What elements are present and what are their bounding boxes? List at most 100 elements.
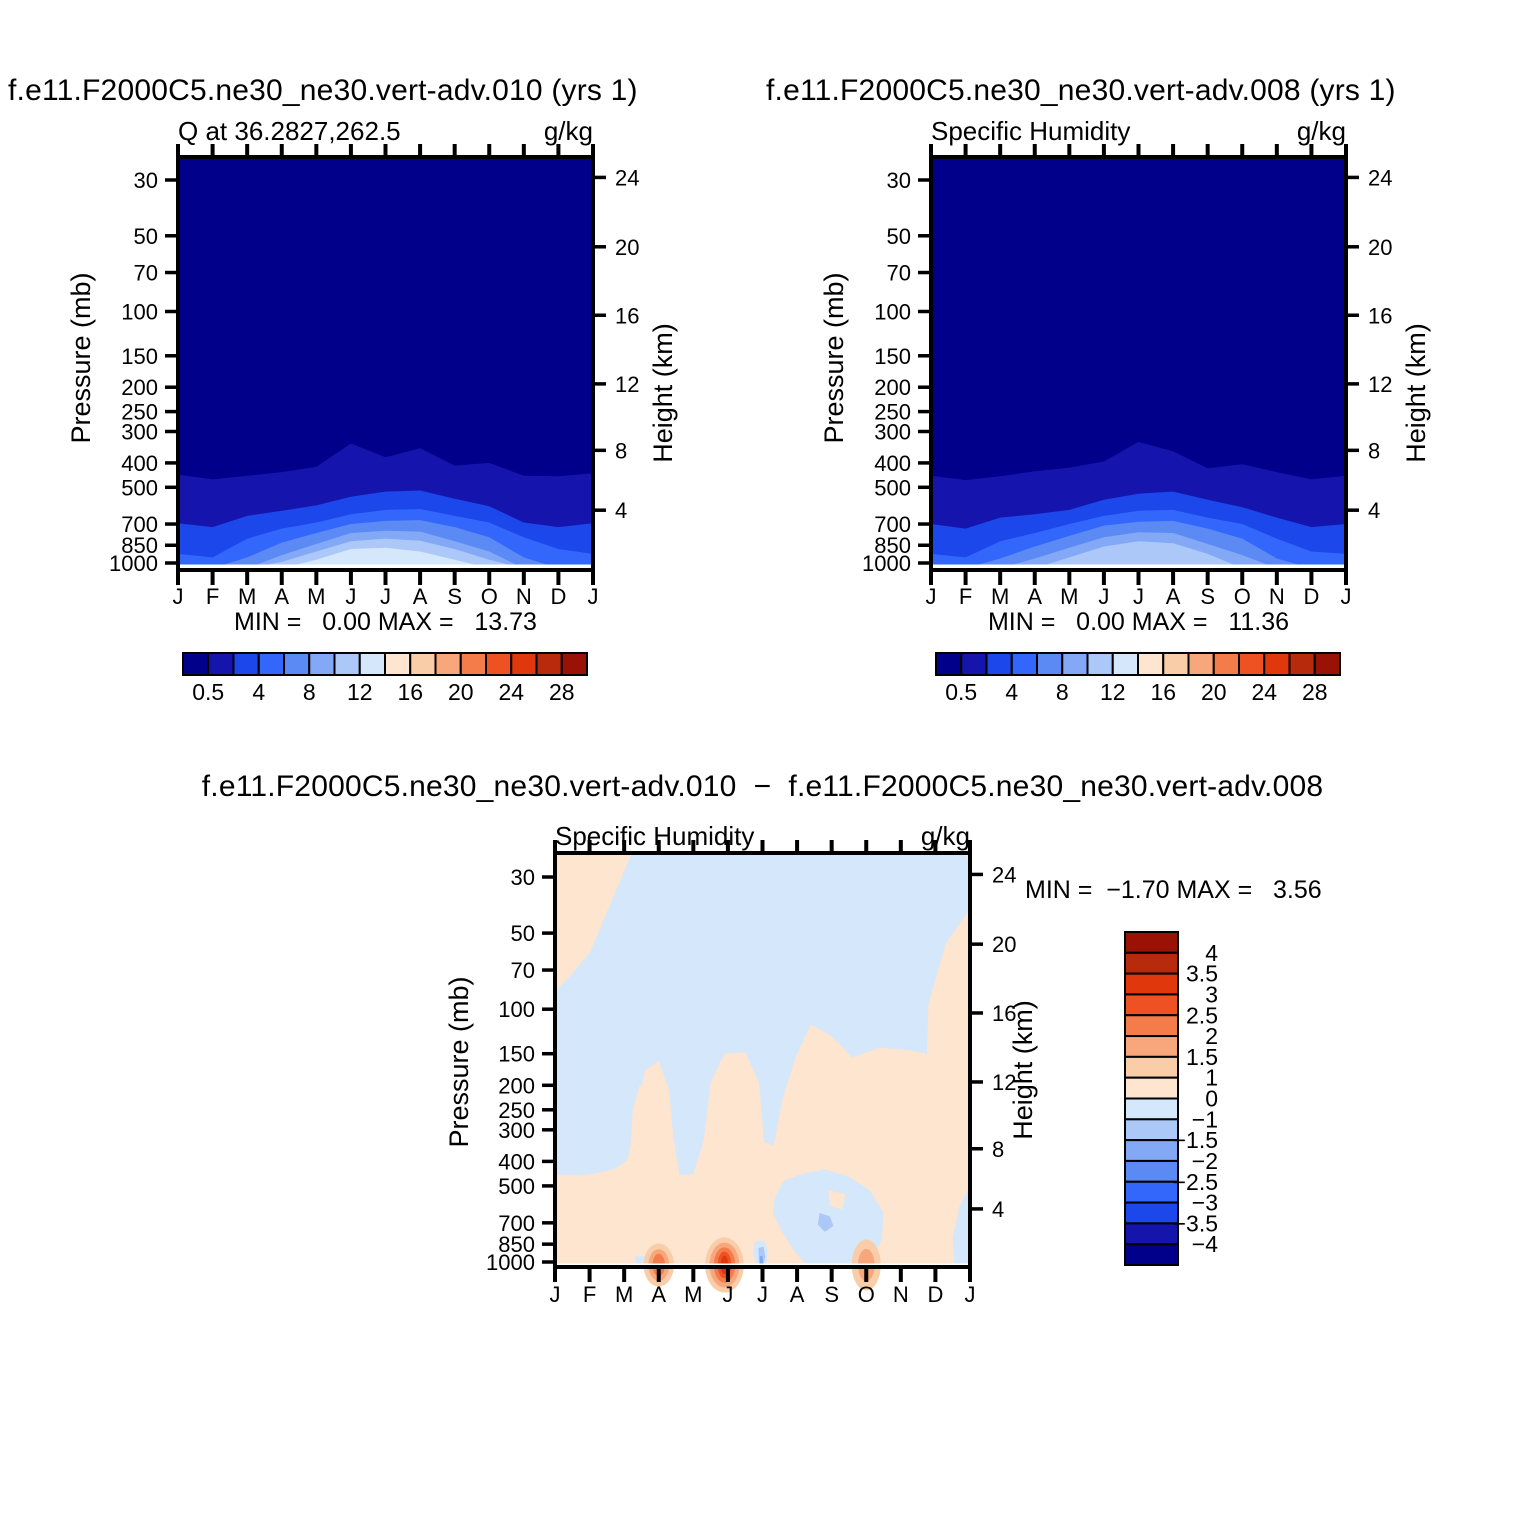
height-tick-label: 4: [992, 1197, 1004, 1222]
month-label: M: [238, 584, 256, 609]
pressure-tick-label: 500: [874, 475, 911, 500]
month-label: J: [345, 584, 356, 609]
colorbar-box: [1124, 1159, 1179, 1183]
month-label: J: [1133, 584, 1144, 609]
colorbar-box: [1124, 1118, 1179, 1142]
pressure-tick-label: 400: [874, 451, 911, 476]
colorbar-box: [358, 652, 386, 676]
colorbar-box: [1212, 652, 1240, 676]
height-axis-title: Height (km): [648, 323, 678, 463]
diff-region: [817, 1213, 834, 1232]
pressure-tick-label: 850: [121, 533, 158, 558]
month-label: J: [1098, 584, 1109, 609]
colorbar-label: −2: [1192, 1148, 1218, 1174]
colorbar-box: [1187, 652, 1215, 676]
min-max-stats: MIN = 0.00 MAX = 13.73: [234, 608, 537, 636]
colorbar-label: 8: [1056, 679, 1069, 705]
colorbar-label: 2: [1205, 1023, 1218, 1049]
colorbar-box: [1086, 652, 1114, 676]
colorbar-label: 1: [1205, 1065, 1218, 1091]
panel-units: g/kg: [544, 116, 593, 146]
case-title-left: f.e11.F2000C5.ne30_ne30.vert-adv.010 (yr…: [8, 74, 638, 107]
colorbar-label: 12: [347, 679, 373, 705]
month-label: D: [1303, 584, 1319, 609]
height-tick-label: 20: [992, 932, 1016, 957]
month-label: A: [1166, 584, 1181, 609]
colorbar-box: [935, 652, 963, 676]
colorbar-box: [1263, 652, 1291, 676]
contour-band: [931, 541, 1346, 570]
panel-top-left: J F M A M J J A S O N D J305070100150200250300400500…: [66, 116, 678, 705]
height-tick-label: 20: [1368, 235, 1392, 260]
pressure-tick-label: 300: [874, 419, 911, 444]
pressure-tick-label: 200: [121, 375, 158, 400]
colorbar-label: 0: [1205, 1086, 1218, 1112]
month-label: J: [926, 584, 937, 609]
panel-subtitle: Q at 36.2827,262.5: [178, 116, 401, 146]
colorbar-label: 3: [1205, 981, 1218, 1007]
height-tick-label: 20: [615, 235, 639, 260]
month-label: O: [1234, 584, 1251, 609]
colorbar-box: [434, 652, 462, 676]
colorbar-box: [283, 652, 311, 676]
height-tick-label: 12: [1368, 372, 1392, 397]
pressure-tick-label: 850: [874, 533, 911, 558]
height-axis-title: Height (km): [1008, 1000, 1038, 1140]
colorbar-box: [1124, 931, 1179, 954]
colorbar-label: 0.5: [192, 679, 224, 705]
colorbar-box: [1061, 652, 1089, 676]
pressure-tick-label: 100: [874, 300, 911, 325]
month-label: A: [413, 584, 428, 609]
month-label: O: [481, 584, 498, 609]
colorbar-box: [1036, 652, 1064, 676]
height-tick-label: 16: [1368, 303, 1392, 328]
month-label: N: [1269, 584, 1285, 609]
month-label: A: [1027, 584, 1042, 609]
colorbar-box: [182, 652, 210, 676]
panel-subtitle: Specific Humidity: [931, 116, 1130, 146]
month-label: S: [447, 584, 462, 609]
colorbar-label: 16: [1150, 679, 1176, 705]
plot-frame: [553, 851, 972, 1269]
diff-region: [555, 854, 970, 1176]
colorbar-label: 0.5: [945, 679, 977, 705]
colorbar-box: [1111, 652, 1139, 676]
colorbar-label: −1: [1192, 1106, 1218, 1132]
month-label: J: [380, 584, 391, 609]
month-label: M: [1060, 584, 1078, 609]
height-tick-label: 8: [1368, 438, 1380, 463]
surface-mask: [932, 564, 1345, 569]
colorbar-box: [1124, 1014, 1179, 1038]
colorbar-box: [1124, 1055, 1179, 1079]
pressure-tick-label: 300: [498, 1118, 535, 1143]
panel-subtitle: Specific Humidity: [555, 821, 754, 851]
pressure-tick-label: 150: [874, 344, 911, 369]
month-label: D: [550, 584, 566, 609]
colorbar-box: [459, 652, 487, 676]
height-tick-label: 12: [615, 372, 639, 397]
surface-mask: [179, 564, 592, 569]
colorbar-label: 20: [1201, 679, 1227, 705]
height-tick-label: 24: [1368, 165, 1392, 190]
colorbar-label: 28: [1302, 679, 1328, 705]
pressure-tick-label: 500: [498, 1174, 535, 1199]
colorbar-label: 4: [1205, 940, 1218, 966]
case-title-right: f.e11.F2000C5.ne30_ne30.vert-adv.008 (yr…: [766, 74, 1396, 107]
plot-frame: [176, 155, 595, 572]
colorbar-box: [409, 652, 437, 676]
pressure-tick-label: 300: [121, 419, 158, 444]
pressure-tick-label: 70: [887, 261, 911, 286]
colorbar-label: −3: [1192, 1190, 1218, 1216]
pressure-tick-label: 150: [498, 1042, 535, 1067]
colorbar-box: [1313, 652, 1341, 676]
colorbar-label: 16: [397, 679, 423, 705]
colorbar-label: −4: [1192, 1231, 1218, 1257]
colorbar-box: [1124, 1201, 1179, 1225]
colorbar-box: [1162, 652, 1190, 676]
colorbar-label: 4: [1005, 679, 1018, 705]
colorbar-box: [257, 652, 285, 676]
colorbar-box: [1238, 652, 1266, 676]
colorbar-box: [985, 652, 1013, 676]
month-label: F: [959, 584, 972, 609]
diff-region: [952, 1185, 970, 1267]
